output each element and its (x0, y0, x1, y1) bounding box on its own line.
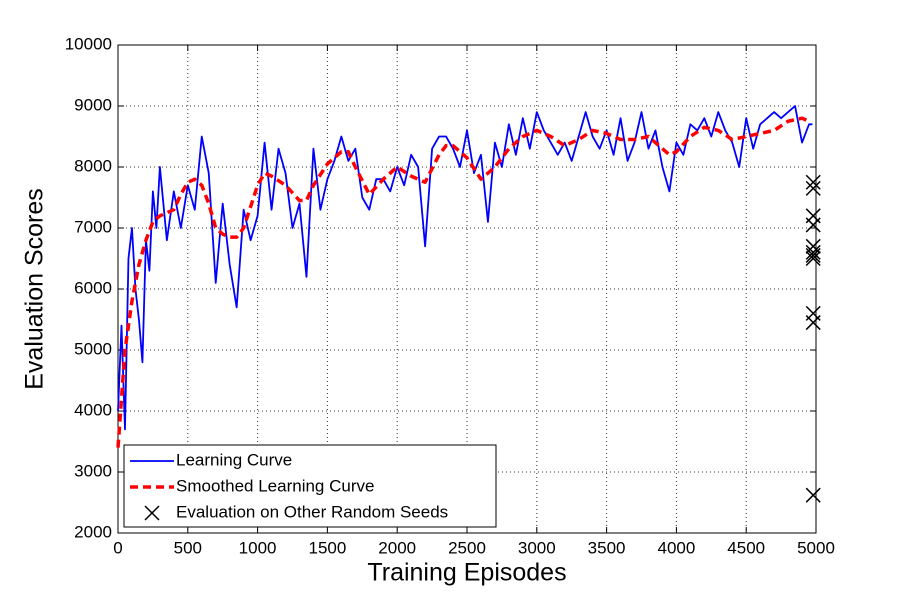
x-tick-label: 1500 (308, 538, 346, 557)
x-tick-label: 500 (174, 538, 202, 557)
plot-frame (117, 44, 817, 534)
x-tick-label: 3500 (588, 538, 626, 557)
x-tick-label: 2000 (378, 538, 416, 557)
y-tick-label: 9000 (74, 95, 112, 114)
marker-stroke (805, 247, 821, 263)
series-line (116, 116, 810, 448)
marker-stroke (805, 315, 821, 331)
y-tick-label: 4000 (74, 400, 112, 419)
y-tick-label: 3000 (74, 461, 112, 480)
data-marker (805, 174, 821, 190)
legend-label: Evaluation on Other Random Seeds (176, 502, 448, 521)
legend-label: Smoothed Learning Curve (176, 476, 374, 495)
x-tick-label: 0 (113, 538, 122, 557)
x-axis-label: Training Episodes (367, 559, 566, 587)
x-tick-label: 5000 (797, 538, 835, 557)
marker-stroke (805, 244, 821, 260)
y-tick-label: 6000 (74, 278, 112, 297)
data-marker (805, 244, 821, 260)
data-marker (805, 487, 821, 503)
marker-stroke (805, 174, 821, 190)
y-tick-label: 2000 (74, 522, 112, 541)
y-axis-label: Evaluation Scores (21, 188, 49, 390)
legend-swatch (144, 505, 160, 521)
data-marker (805, 217, 821, 233)
marker-stroke (805, 487, 821, 503)
data-marker (805, 315, 821, 331)
data-marker (805, 180, 821, 196)
x-tick-label: 1000 (239, 538, 277, 557)
legend-label: Learning Curve (176, 450, 292, 469)
data-marker (805, 247, 821, 263)
marker-stroke (805, 217, 821, 233)
x-tick-label: 2500 (448, 538, 486, 557)
series-line (117, 105, 813, 431)
y-tick-label: 7000 (74, 217, 112, 236)
marker-stroke (805, 180, 821, 196)
y-tick-label: 5000 (74, 339, 112, 358)
y-tick-label: 8000 (74, 156, 112, 175)
x-tick-label: 4500 (727, 538, 765, 557)
x-tick-label: 3000 (518, 538, 556, 557)
data-marker (805, 250, 821, 267)
y-tick-label: 10000 (65, 34, 112, 53)
marker-stroke (144, 505, 160, 521)
marker-stroke (805, 250, 821, 267)
x-tick-label: 4000 (657, 538, 695, 557)
legend-box (123, 444, 497, 528)
